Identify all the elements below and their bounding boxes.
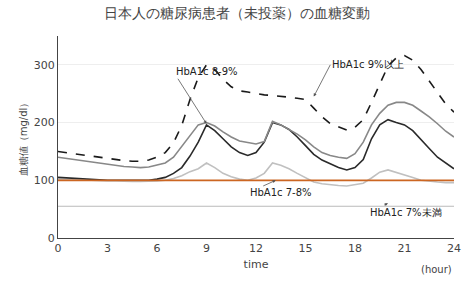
svg-text:日本人の糖尿病患者（未投薬）の血糖変動: 日本人の糖尿病患者（未投薬）の血糖変動 bbox=[104, 5, 370, 21]
svg-text:15: 15 bbox=[299, 242, 313, 255]
svg-text:0: 0 bbox=[48, 232, 55, 245]
svg-text:(hour): (hour) bbox=[421, 264, 452, 275]
svg-text:HbA1c 8-9%: HbA1c 8-9% bbox=[176, 66, 238, 77]
svg-text:HbA1c 7%未満: HbA1c 7%未満 bbox=[370, 207, 442, 218]
svg-text:6: 6 bbox=[154, 242, 161, 255]
svg-text:12: 12 bbox=[249, 242, 263, 255]
svg-text:HbA1c 7-8%: HbA1c 7-8% bbox=[250, 187, 312, 198]
svg-text:24: 24 bbox=[447, 242, 461, 255]
svg-text:300: 300 bbox=[34, 59, 55, 72]
svg-text:100: 100 bbox=[34, 174, 55, 187]
svg-text:21: 21 bbox=[398, 242, 412, 255]
svg-text:9: 9 bbox=[203, 242, 210, 255]
svg-text:0: 0 bbox=[55, 242, 62, 255]
svg-text:HbA1c 9%以上: HbA1c 9%以上 bbox=[332, 59, 404, 70]
svg-text:3: 3 bbox=[104, 242, 111, 255]
svg-text:200: 200 bbox=[34, 116, 55, 129]
svg-text:18: 18 bbox=[348, 242, 362, 255]
svg-text:血糖値（mg/dl）: 血糖値（mg/dl） bbox=[18, 98, 29, 177]
svg-text:time: time bbox=[244, 258, 269, 271]
